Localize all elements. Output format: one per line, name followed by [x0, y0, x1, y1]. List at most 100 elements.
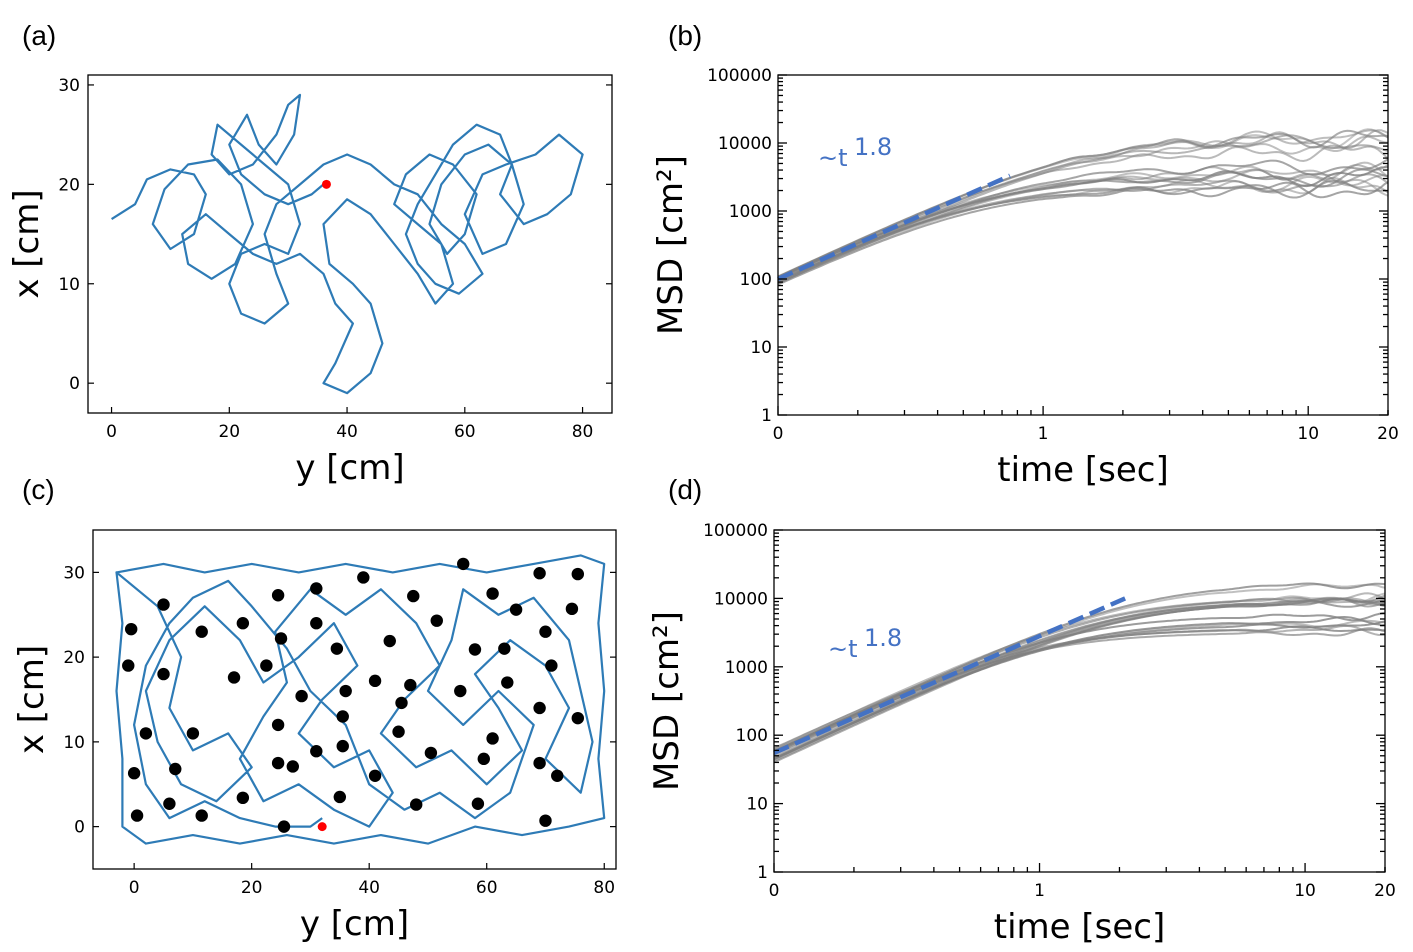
obstacle-point-2 — [195, 625, 208, 638]
obstacle-point-46 — [486, 732, 499, 745]
x-tick-label-c-1: 20 — [241, 878, 263, 898]
obstacle-point-11 — [571, 567, 585, 581]
panel-label-c: (c) — [22, 474, 55, 505]
obstacle-point-26 — [295, 689, 308, 703]
msd-curve-d-15 — [773, 582, 1386, 753]
x-tick-label-b-3: 20 — [1377, 424, 1399, 444]
plot-frame-d — [773, 529, 1386, 873]
obstacle-point-35 — [395, 696, 408, 710]
x-tick-label-b-0: 0 — [773, 424, 784, 444]
msd-curve-d-16 — [773, 597, 1385, 763]
y-tick-label-b-4: 10000 — [718, 134, 772, 154]
x-tick-label-a-3: 60 — [454, 422, 476, 442]
obstacle-point-44 — [424, 746, 438, 760]
obstacle-point-60 — [163, 797, 176, 810]
x-tick-label-b-2: 10 — [1297, 424, 1319, 444]
obstacle-point-20 — [430, 614, 443, 627]
x-tick-label-a-0: 0 — [106, 422, 117, 442]
x-tick-label-d-0: 0 — [769, 881, 780, 901]
obstacle-point-5 — [310, 582, 323, 595]
fit-annotation-d: ~t — [828, 635, 858, 663]
obstacle-point-4 — [271, 589, 285, 602]
x-axis-label-c: y [cm] — [300, 904, 409, 944]
obstacle-point-50 — [169, 762, 182, 776]
fit-line-b — [777, 173, 1011, 282]
y-tick-label-d-4: 10000 — [714, 589, 768, 609]
obstacle-point-16 — [274, 632, 288, 645]
y-tick-label-b-0: 1 — [761, 406, 772, 426]
msd-curve-b-14 — [777, 163, 1389, 285]
obstacle-point-15 — [260, 659, 273, 672]
obstacle-point-22 — [498, 642, 511, 655]
y-axis-label-b: MSD [cm²] — [651, 155, 691, 335]
y-tick-label-d-2: 100 — [736, 726, 768, 746]
obstacle-point-59 — [130, 809, 144, 822]
panel-label-d: (d) — [668, 474, 703, 505]
obstacle-point-49 — [127, 767, 141, 780]
y-tick-label-c-2: 20 — [63, 648, 85, 668]
fit-annotation-exponent-b: 1.8 — [854, 133, 892, 161]
y-tick-label-a-0: 0 — [69, 374, 80, 394]
obstacle-point-48 — [551, 769, 564, 782]
msd-curve-b-12 — [777, 168, 1389, 279]
y-tick-label-a-3: 30 — [58, 76, 80, 96]
plot-frame-b — [777, 74, 1389, 416]
obstacle-point-45 — [477, 752, 490, 766]
plot-frame-c — [92, 529, 617, 870]
msd-curve-d-10 — [773, 597, 1386, 756]
obstacle-point-30 — [454, 684, 467, 698]
fit-annotation-exponent-d: 1.8 — [864, 624, 902, 652]
msd-curve-b-15 — [777, 175, 1389, 285]
fit-line-d — [773, 596, 1126, 756]
obstacle-point-18 — [330, 642, 344, 655]
y-tick-label-c-1: 10 — [63, 733, 85, 753]
obstacle-point-19 — [383, 634, 396, 648]
obstacle-point-38 — [139, 727, 153, 740]
obstacle-point-56 — [410, 798, 423, 811]
y-tick-label-d-1: 10 — [746, 795, 768, 815]
y-tick-label-c-3: 30 — [63, 563, 85, 583]
chart-panel-c: 0 20 40 60 80 0 10 20 30 y [cm] x [cm] — [12, 529, 617, 944]
y-tick-label-c-0: 0 — [74, 818, 85, 838]
x-tick-label-a-1: 20 — [218, 422, 240, 442]
y-tick-label-a-1: 10 — [58, 275, 80, 295]
msd-curve-d-17 — [773, 627, 1386, 752]
x-tick-label-c-0: 0 — [129, 878, 140, 898]
obstacle-point-43 — [392, 725, 405, 738]
y-axis-label-d: MSD [cm²] — [647, 611, 687, 791]
x-axis-label-d: time [sec] — [994, 907, 1165, 947]
x-tick-label-c-3: 60 — [476, 878, 498, 898]
obstacle-point-37 — [571, 711, 585, 725]
x-tick-label-d-2: 10 — [1294, 881, 1316, 901]
obstacle-point-53 — [286, 760, 299, 773]
msd-curve-b-10 — [777, 144, 1389, 279]
obstacle-point-41 — [310, 744, 323, 758]
x-tick-label-d-3: 20 — [1374, 881, 1396, 901]
obstacle-point-61 — [277, 820, 291, 833]
obstacle-point-10 — [533, 567, 546, 580]
obstacle-point-0 — [124, 622, 138, 636]
y-axis-label-c: x [cm] — [12, 645, 52, 754]
x-tick-label-d-1: 1 — [1034, 881, 1045, 901]
obstacle-point-36 — [533, 701, 546, 715]
start-marker-a-0 — [321, 179, 331, 189]
obstacle-point-55 — [368, 769, 382, 782]
obstacle-point-13 — [157, 667, 170, 681]
trajectory-line-a-0 — [111, 93, 584, 395]
msd-curve-b-17 — [777, 135, 1389, 280]
obstacle-point-57 — [471, 797, 485, 810]
obstacle-point-9 — [486, 587, 499, 600]
x-tick-label-a-2: 40 — [336, 422, 358, 442]
obstacle-point-42 — [336, 739, 349, 753]
obstacle-point-47 — [533, 756, 546, 770]
plot-frame-a — [87, 74, 613, 414]
obstacle-point-51 — [195, 809, 208, 822]
trajectory-line-c-0 — [115, 554, 606, 845]
y-tick-label-b-3: 1000 — [729, 202, 772, 222]
y-tick-label-d-3: 1000 — [725, 658, 768, 678]
msd-curve-b-16 — [777, 129, 1389, 278]
obstacle-point-34 — [336, 710, 349, 723]
